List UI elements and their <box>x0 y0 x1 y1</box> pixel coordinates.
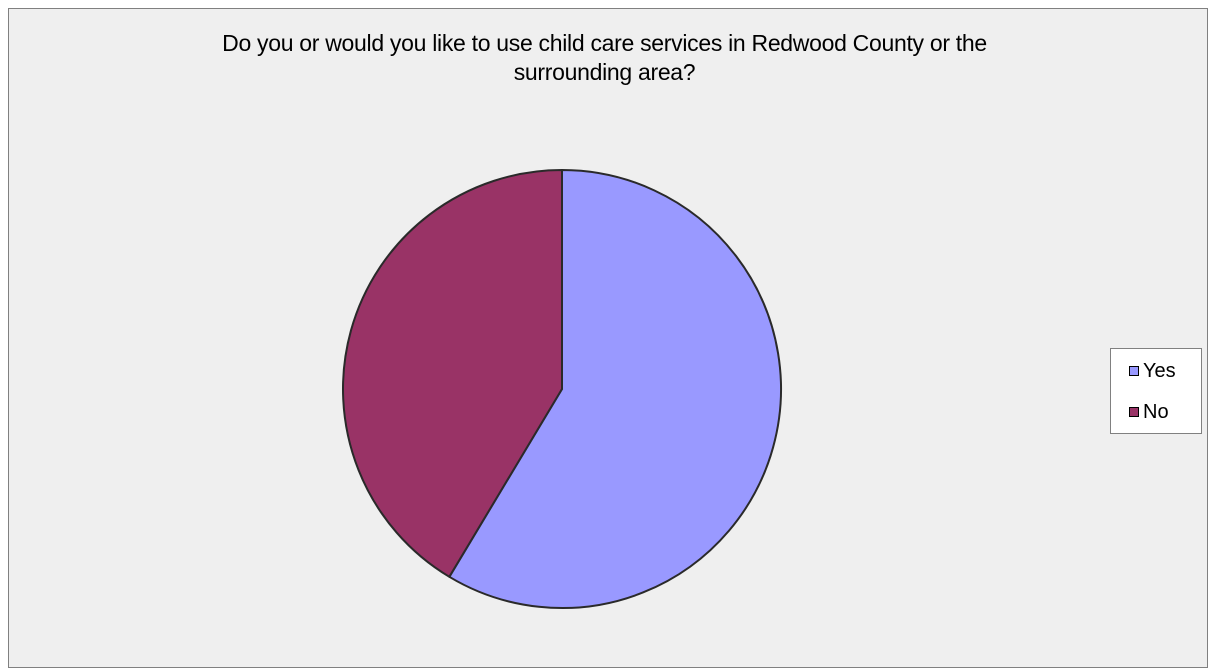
legend-label-yes: Yes <box>1143 359 1176 382</box>
legend-item-no: No <box>1129 400 1169 424</box>
legend-swatch-no <box>1129 407 1139 417</box>
chart-legend: Yes No <box>1110 348 1202 434</box>
pie-slice-yes <box>448 169 782 609</box>
chart-title: Do you or would you like to use child ca… <box>0 29 1209 87</box>
chart-title-line-2: surrounding area? <box>513 59 696 85</box>
legend-item-yes: Yes <box>1129 359 1176 383</box>
legend-swatch-yes <box>1129 366 1139 376</box>
pie-slice-no <box>342 169 563 578</box>
chart-title-line-1: Do you or would you like to use child ca… <box>222 30 987 56</box>
legend-label-no: No <box>1143 400 1169 423</box>
